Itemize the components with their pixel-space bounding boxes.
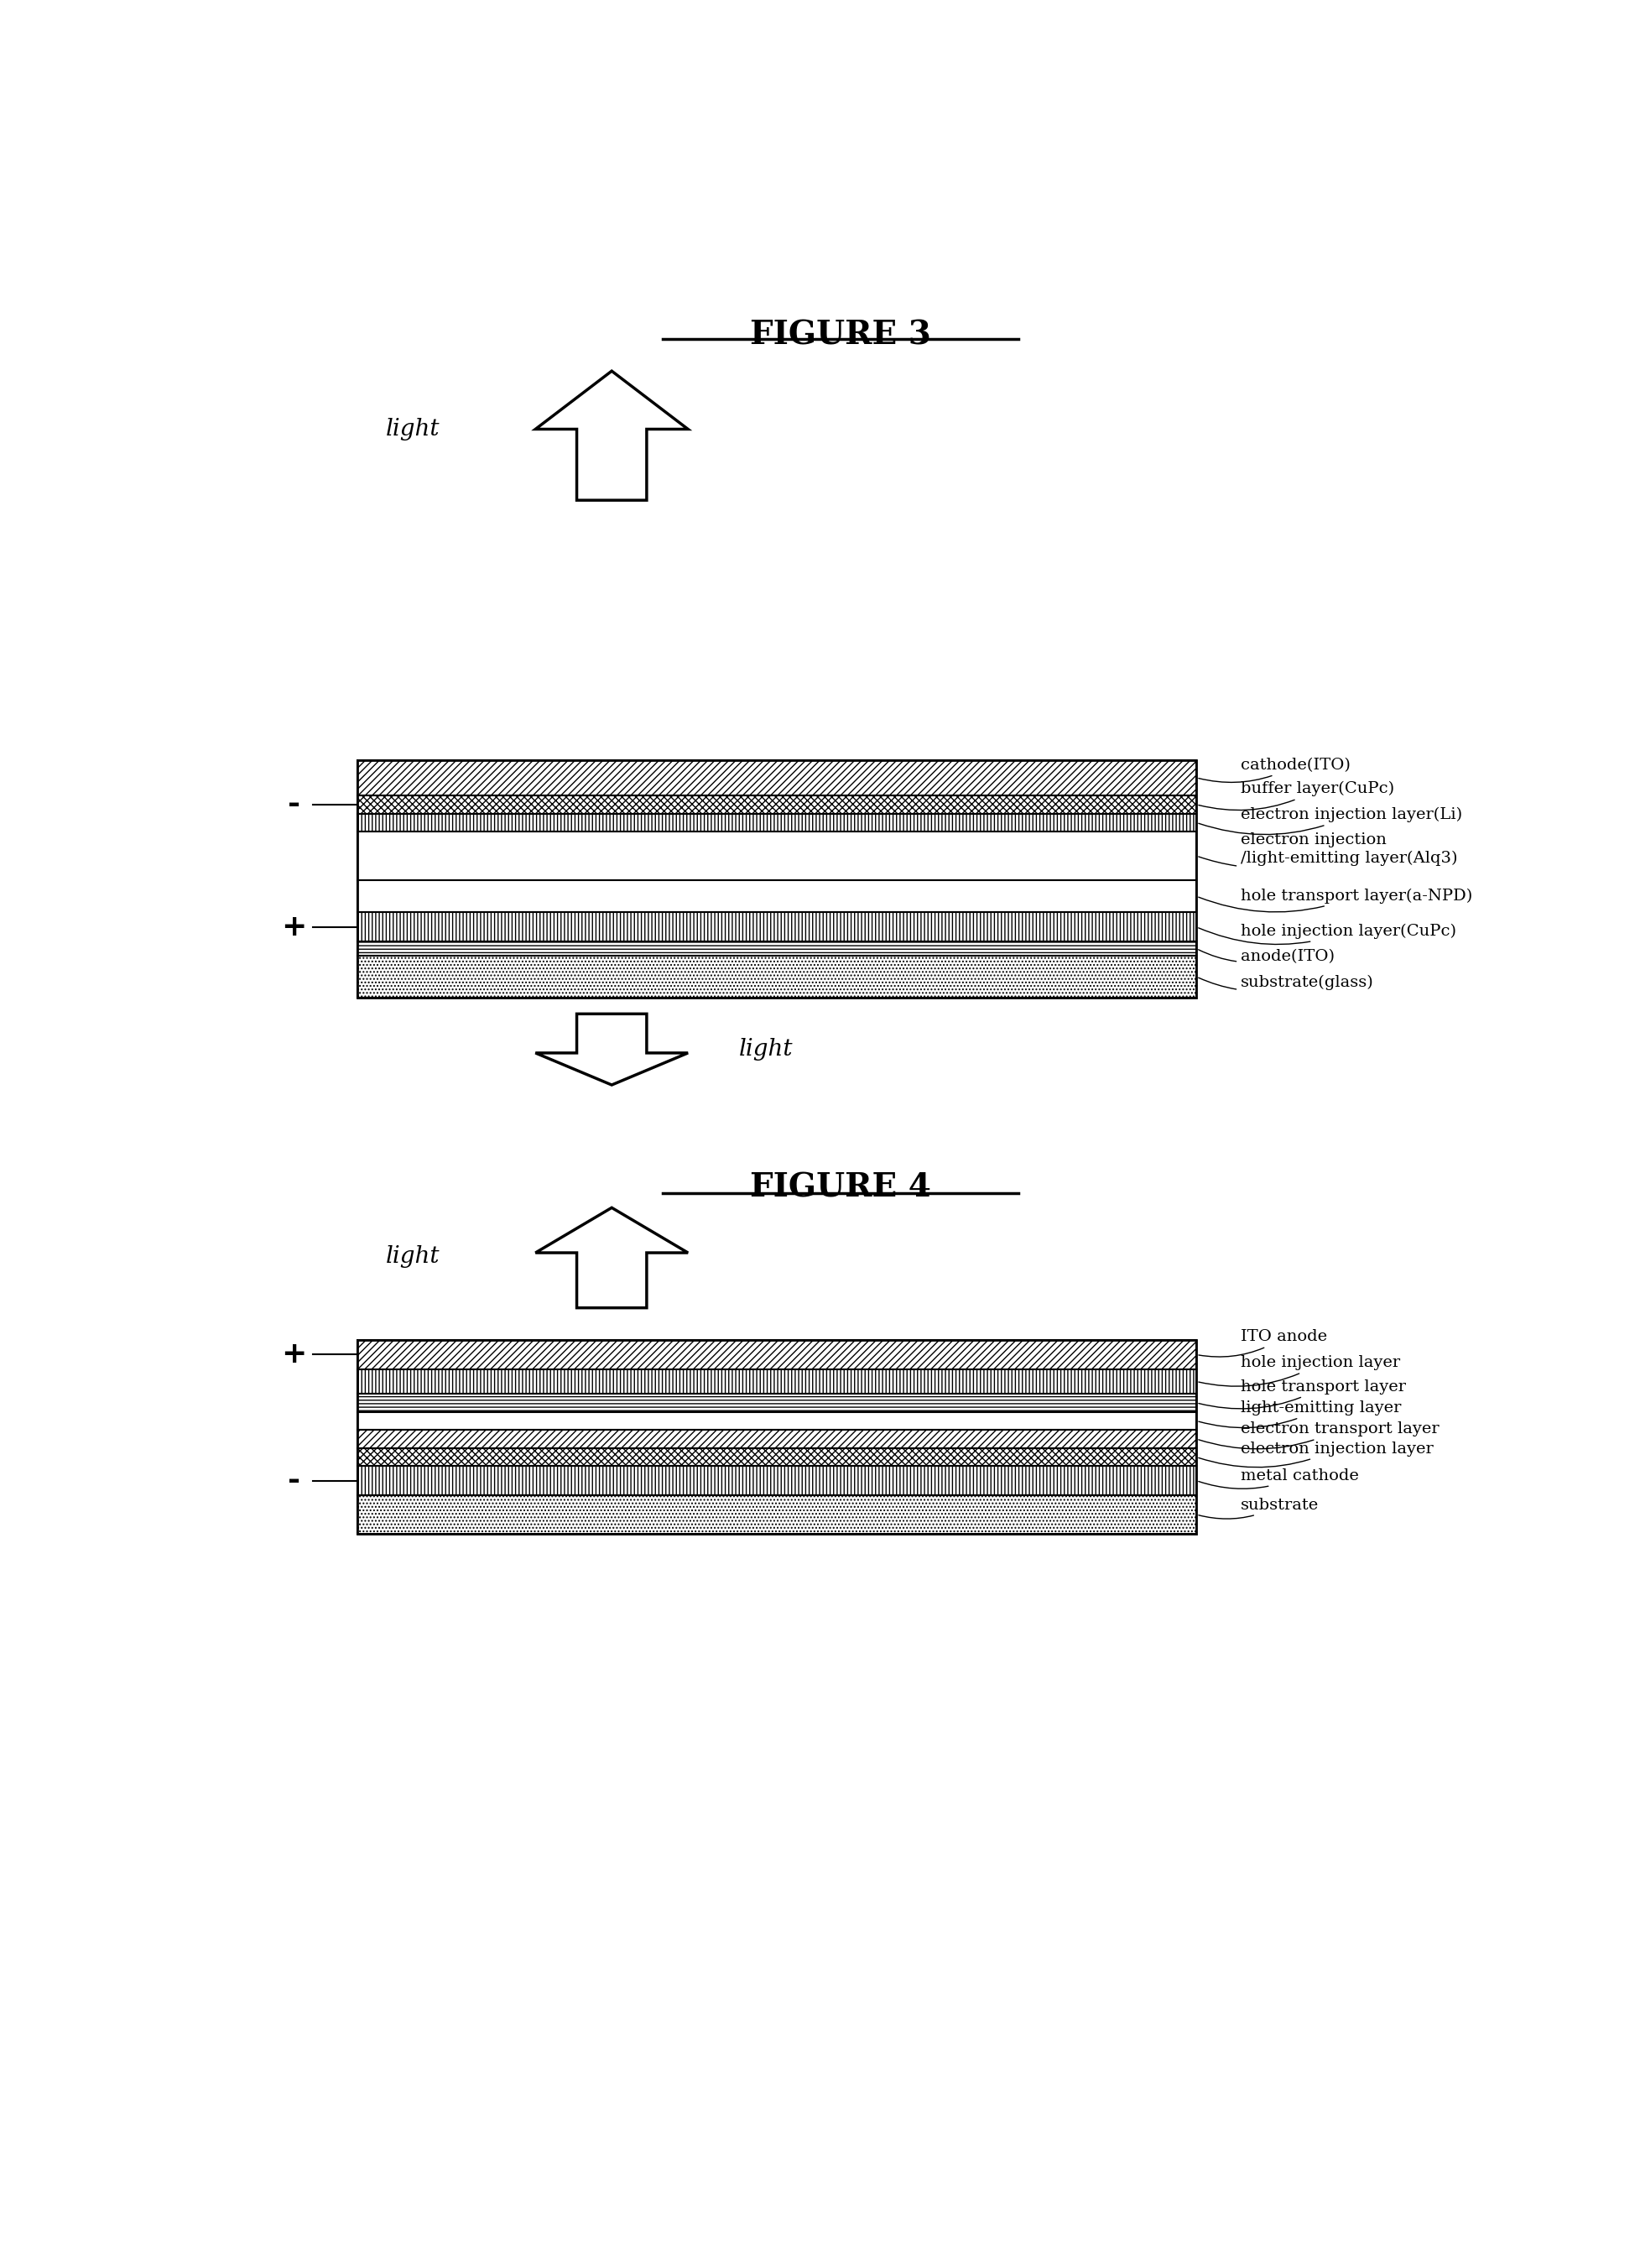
Bar xyxy=(358,832,1197,880)
Bar xyxy=(358,941,1197,955)
Bar xyxy=(358,1447,1197,1465)
Bar xyxy=(358,814,1197,832)
Text: substrate: substrate xyxy=(1199,1497,1319,1520)
Text: light: light xyxy=(385,1245,440,1268)
Text: +: + xyxy=(280,1340,307,1370)
Bar xyxy=(358,1429,1197,1447)
Text: light: light xyxy=(385,417,440,440)
Text: +: + xyxy=(280,912,307,941)
Text: electron transport layer: electron transport layer xyxy=(1199,1422,1440,1449)
Text: ITO anode: ITO anode xyxy=(1199,1329,1327,1356)
Text: metal cathode: metal cathode xyxy=(1199,1467,1360,1488)
Bar xyxy=(358,1395,1197,1413)
Bar xyxy=(358,1340,1197,1370)
Bar xyxy=(358,912,1197,941)
Bar xyxy=(358,1413,1197,1429)
Text: hole transport layer(a-NPD): hole transport layer(a-NPD) xyxy=(1199,889,1473,912)
Text: FIGURE 4: FIGURE 4 xyxy=(749,1173,932,1204)
Text: electron injection layer: electron injection layer xyxy=(1199,1440,1433,1467)
Text: anode(ITO): anode(ITO) xyxy=(1199,950,1335,964)
Text: light: light xyxy=(738,1039,792,1061)
Text: substrate(glass): substrate(glass) xyxy=(1199,975,1374,991)
Text: -: - xyxy=(287,789,300,819)
Text: light-emitting layer: light-emitting layer xyxy=(1199,1399,1402,1429)
Bar xyxy=(358,1340,1197,1533)
Bar xyxy=(358,796,1197,814)
Text: cathode(ITO): cathode(ITO) xyxy=(1199,758,1351,782)
Polygon shape xyxy=(535,372,689,501)
Text: hole injection layer: hole injection layer xyxy=(1199,1356,1401,1386)
Bar xyxy=(358,760,1197,998)
Bar xyxy=(358,1465,1197,1495)
Text: electron injection
/light-emitting layer(Alq3): electron injection /light-emitting layer… xyxy=(1199,832,1458,866)
Bar xyxy=(358,880,1197,912)
Text: electron injection layer(Li): electron injection layer(Li) xyxy=(1199,807,1463,835)
Bar xyxy=(358,760,1197,796)
Text: -: - xyxy=(287,1467,300,1495)
Text: FIGURE 3: FIGURE 3 xyxy=(749,320,932,352)
Bar xyxy=(358,955,1197,998)
Text: hole transport layer: hole transport layer xyxy=(1199,1379,1405,1408)
Text: buffer layer(CuPc): buffer layer(CuPc) xyxy=(1199,782,1394,810)
Bar xyxy=(358,1495,1197,1533)
Text: hole injection layer(CuPc): hole injection layer(CuPc) xyxy=(1199,923,1456,943)
Polygon shape xyxy=(535,1207,689,1309)
Bar xyxy=(358,1370,1197,1395)
Polygon shape xyxy=(535,1014,689,1084)
